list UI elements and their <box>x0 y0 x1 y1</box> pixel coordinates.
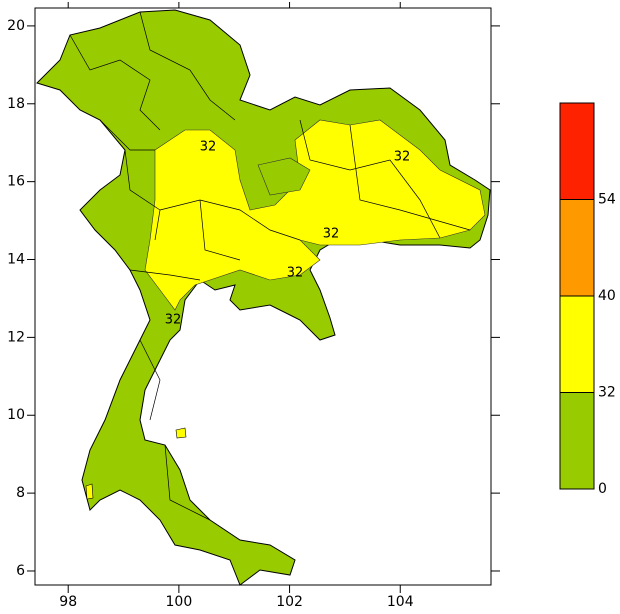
axes: 98 100 102 104 6 8 10 12 14 16 18 20 <box>7 2 500 610</box>
colorbar-label: 54 <box>598 192 616 208</box>
x-tick-label: 104 <box>387 594 414 610</box>
y-tick-label: 16 <box>7 174 25 190</box>
land <box>36 9 491 586</box>
contour-label: 32 <box>287 266 304 281</box>
y-tick-label: 20 <box>7 18 25 34</box>
island <box>85 483 94 500</box>
x-tick-label: 102 <box>276 594 303 610</box>
contour-label: 32 <box>394 150 411 165</box>
colorbar-label: 40 <box>598 288 616 304</box>
x-tick-label: 100 <box>166 594 193 610</box>
contour-label: 32 <box>323 227 340 242</box>
y-tick-label: 6 <box>16 563 25 579</box>
colorbar-box <box>559 102 595 200</box>
colorbar-label: 32 <box>598 385 616 401</box>
y-tick-label: 18 <box>7 96 25 112</box>
border <box>69 11 471 521</box>
y-tick-label: 8 <box>16 485 25 501</box>
green-patch <box>257 157 311 196</box>
province-borders <box>69 11 471 521</box>
y-tick-label: 10 <box>7 407 25 423</box>
colorbar-box <box>559 392 595 490</box>
y-tick-label: 12 <box>7 329 25 345</box>
x-tick-label: 98 <box>59 594 77 610</box>
colorbar: 0 32 40 54 <box>559 102 616 497</box>
island <box>175 427 187 439</box>
contour-label: 32 <box>165 313 182 328</box>
contour-labels: 32 32 32 32 32 <box>165 140 411 328</box>
colorbar-box <box>559 295 595 393</box>
contour-label: 32 <box>200 140 217 155</box>
y-tick-label: 14 <box>7 252 25 268</box>
colorbar-box <box>559 199 595 297</box>
colorbar-label: 0 <box>598 481 607 497</box>
